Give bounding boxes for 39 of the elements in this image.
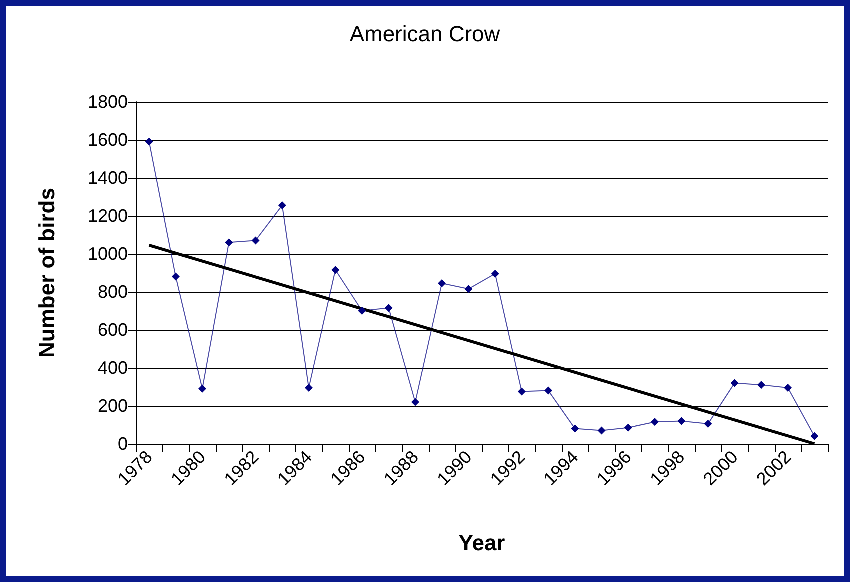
point xyxy=(784,384,792,392)
point xyxy=(704,420,712,428)
point xyxy=(624,424,632,432)
y-tick-label: 1200 xyxy=(88,206,128,226)
point xyxy=(544,386,553,395)
y-tick-label: 200 xyxy=(98,396,128,416)
point xyxy=(810,432,819,440)
point xyxy=(411,398,420,406)
x-axis-title: Year xyxy=(458,530,506,556)
point xyxy=(571,424,580,433)
point xyxy=(252,236,260,245)
y-tick-label: 1600 xyxy=(88,130,128,150)
point xyxy=(518,388,526,396)
point xyxy=(438,279,446,288)
point xyxy=(598,426,606,435)
y-tick-label: 1400 xyxy=(88,168,128,188)
chart-title: American Crow xyxy=(350,22,500,46)
point xyxy=(332,266,340,274)
y-tick-label: 1000 xyxy=(88,244,128,264)
y-tick-label: 800 xyxy=(98,282,128,302)
y-tick-label: 400 xyxy=(98,358,128,378)
y-tick-label: 1800 xyxy=(88,92,128,112)
point xyxy=(491,270,500,278)
point xyxy=(172,272,180,281)
point xyxy=(305,384,313,392)
point xyxy=(358,307,366,315)
point xyxy=(278,202,286,210)
y-tick-label: 600 xyxy=(98,320,128,340)
point xyxy=(757,381,766,390)
point xyxy=(678,417,686,426)
point xyxy=(464,285,473,294)
point xyxy=(145,138,154,146)
point xyxy=(225,238,234,247)
point xyxy=(730,379,739,388)
point xyxy=(384,304,393,312)
y-tick-label: 0 xyxy=(118,434,128,454)
y-axis-title: Number of birds xyxy=(34,188,60,358)
point xyxy=(198,384,207,393)
point xyxy=(651,418,659,426)
